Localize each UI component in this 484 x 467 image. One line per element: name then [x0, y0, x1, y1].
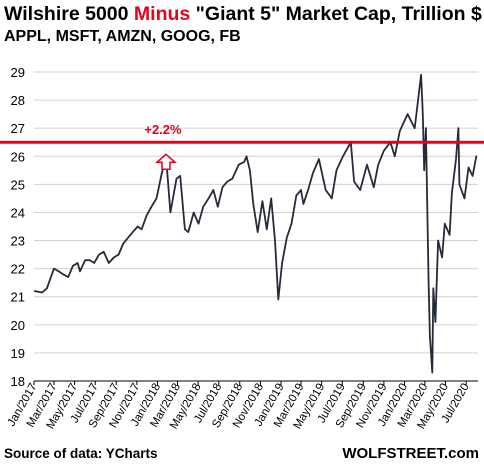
- y-tick-label: 24: [11, 205, 25, 220]
- title-highlight: Minus: [133, 3, 191, 25]
- y-tick-label: 22: [11, 262, 25, 277]
- y-tick-label: 20: [11, 318, 25, 333]
- title-part-2: "Giant 5" Market Cap, Trillion $: [190, 3, 482, 25]
- chart-title-block: Wilshire 5000 Minus "Giant 5" Market Cap…: [4, 2, 482, 48]
- chart-title: Wilshire 5000 Minus "Giant 5" Market Cap…: [4, 2, 482, 26]
- y-tick-label: 29: [11, 65, 25, 80]
- series-line: [33, 73, 478, 374]
- annotation-label: +2.2%: [144, 122, 182, 137]
- y-tick-label: 28: [11, 93, 25, 108]
- y-tick-label: 23: [11, 234, 25, 249]
- y-tick-label: 26: [11, 149, 25, 164]
- y-tick-label: 21: [11, 290, 25, 305]
- brand-watermark: WOLFSTREET.com: [342, 445, 479, 462]
- annotation-arrow: [155, 153, 177, 171]
- data-source-note: Source of data: YCharts: [4, 446, 158, 461]
- y-tick-label: 25: [11, 177, 25, 192]
- y-tick-label: 18: [11, 374, 25, 389]
- title-part-1: Wilshire 5000: [4, 3, 134, 25]
- chart-subtitle: APPL, MSFT, AMZN, GOOG, FB: [4, 28, 241, 45]
- y-tick-label: 27: [11, 121, 25, 136]
- y-tick-label: 19: [11, 346, 25, 361]
